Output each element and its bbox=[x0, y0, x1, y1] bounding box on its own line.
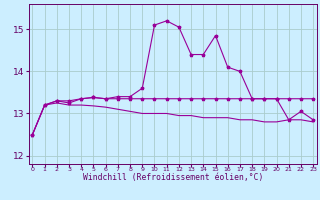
X-axis label: Windchill (Refroidissement éolien,°C): Windchill (Refroidissement éolien,°C) bbox=[83, 173, 263, 182]
